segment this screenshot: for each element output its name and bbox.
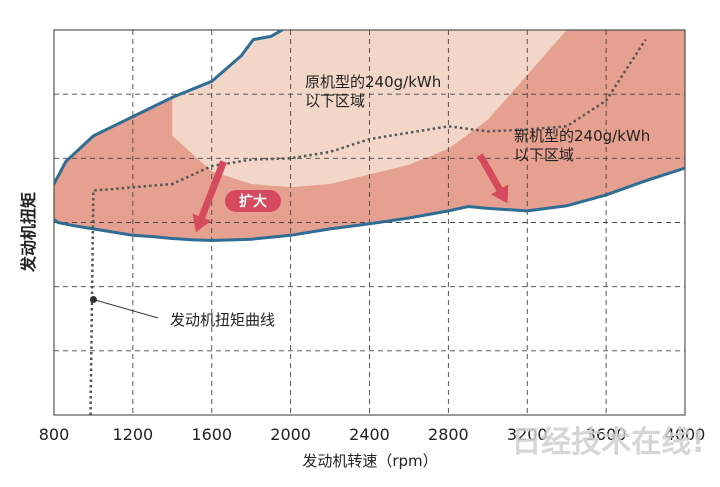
x-tick-label: 3200: [507, 425, 548, 444]
y-axis-label: 发动机扭矩: [19, 192, 38, 273]
region-arrow-shaft: [476, 153, 503, 192]
x-tick-label: 2000: [270, 425, 311, 444]
region-arrow-head: [192, 213, 212, 233]
expand-label: 扩大: [239, 193, 267, 210]
upper-region-boundary: [54, 30, 286, 185]
x-tick-label: 800: [39, 425, 70, 444]
x-tick-label: 1200: [113, 425, 154, 444]
region-arrow-shaft: [198, 160, 227, 219]
x-tick-label: 4000: [665, 425, 706, 444]
new-region-boundary: [54, 166, 685, 243]
old-region-area: [172, 30, 567, 188]
x-tick-label: 2400: [349, 425, 390, 444]
old-region-label: 原机型的240g/kWh 以下区域: [305, 73, 441, 110]
region-arrow-head: [490, 184, 509, 204]
x-axis-label: 发动机转速（rpm）: [302, 452, 437, 470]
expand-badge: [225, 190, 281, 212]
x-tick-label: 1600: [191, 425, 232, 444]
torque-callout-line: [93, 299, 159, 319]
new-region-label: 新机型的240g/kWh 以下区域: [514, 127, 650, 164]
x-tick-label: 3600: [586, 425, 627, 444]
watermark: 日经技术在线!: [511, 425, 705, 460]
torque-curve-label: 发动机扭矩曲线: [170, 311, 275, 329]
x-tick-label: 2800: [428, 425, 469, 444]
